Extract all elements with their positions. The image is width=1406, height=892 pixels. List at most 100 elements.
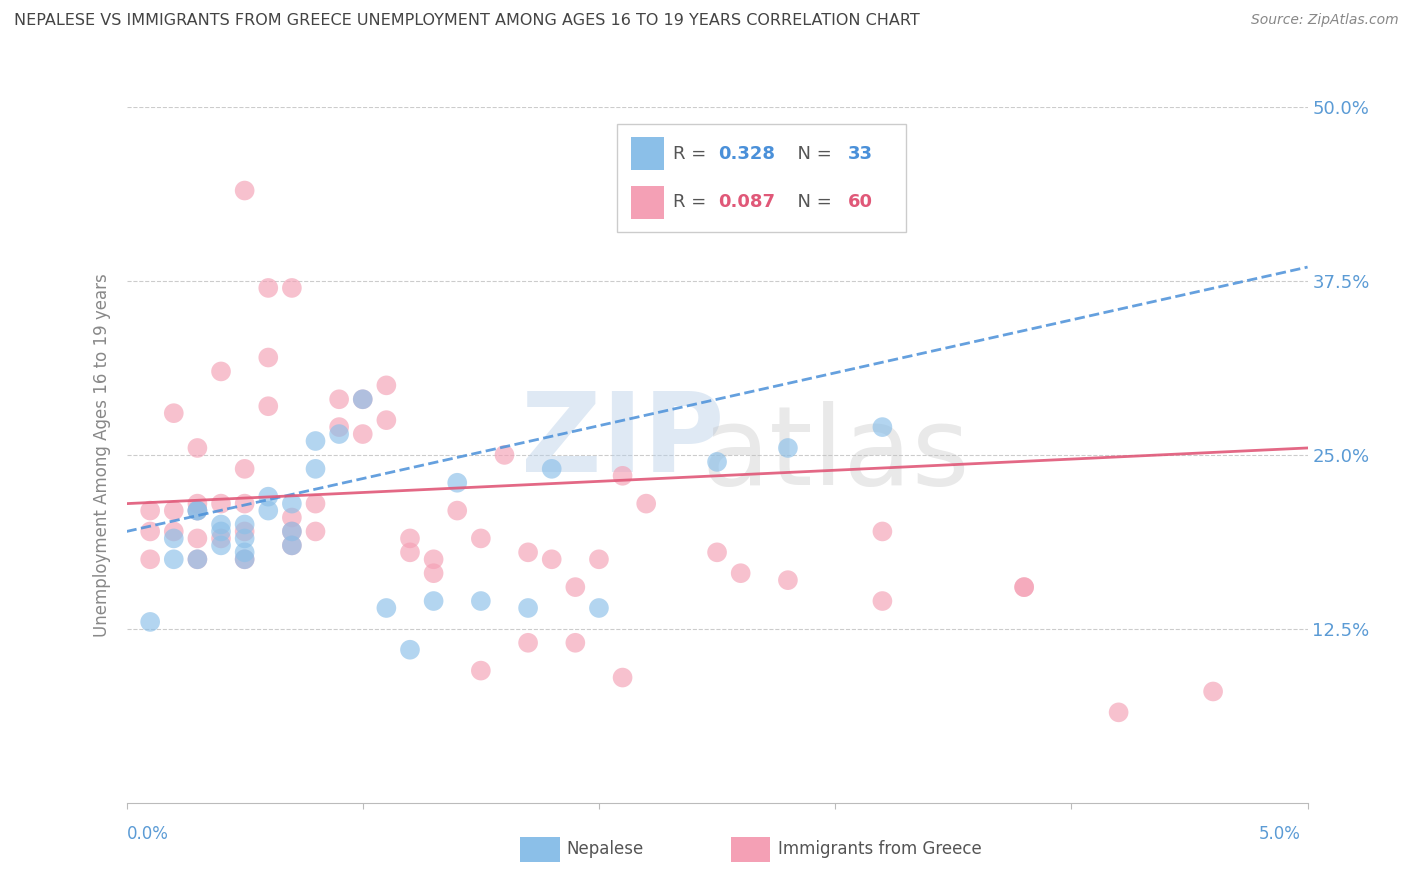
Point <box>776 573 799 587</box>
Point <box>304 524 326 539</box>
Point <box>257 490 280 504</box>
Text: NEPALESE VS IMMIGRANTS FROM GREECE UNEMPLOYMENT AMONG AGES 16 TO 19 YEARS CORREL: NEPALESE VS IMMIGRANTS FROM GREECE UNEMP… <box>14 13 920 29</box>
Bar <box>631 186 664 219</box>
Point <box>730 566 752 581</box>
Point <box>517 636 540 650</box>
Point <box>139 524 162 539</box>
Point <box>209 538 232 552</box>
Point <box>352 392 374 407</box>
Text: 0.0%: 0.0% <box>127 825 169 843</box>
Point <box>186 503 208 517</box>
Point <box>375 413 398 427</box>
Bar <box>617 124 905 232</box>
Point <box>1012 580 1035 594</box>
Text: R =: R = <box>673 145 713 162</box>
Text: R =: R = <box>673 194 713 211</box>
Point <box>186 552 208 566</box>
Point <box>281 524 304 539</box>
Text: 0.087: 0.087 <box>718 194 775 211</box>
Point <box>588 601 610 615</box>
Point <box>470 532 492 546</box>
Point <box>422 594 444 608</box>
Point <box>281 497 304 511</box>
Point <box>257 281 280 295</box>
Point <box>399 532 422 546</box>
Point <box>352 427 374 442</box>
Point <box>257 351 280 365</box>
Point <box>186 503 208 517</box>
Point <box>186 497 208 511</box>
Text: atlas: atlas <box>702 401 969 508</box>
Point <box>209 517 232 532</box>
Point <box>612 468 634 483</box>
Point <box>375 378 398 392</box>
Point <box>233 552 256 566</box>
Point <box>470 664 492 678</box>
Text: 60: 60 <box>848 194 873 211</box>
Point <box>446 475 468 490</box>
Point <box>422 552 444 566</box>
Point <box>564 636 586 650</box>
Point <box>233 184 256 198</box>
Text: 33: 33 <box>848 145 873 162</box>
Point <box>706 545 728 559</box>
Point <box>186 503 208 517</box>
Point <box>233 552 256 566</box>
Point <box>564 580 586 594</box>
Point <box>209 532 232 546</box>
Point <box>328 392 350 407</box>
Bar <box>631 137 664 170</box>
Point <box>209 364 232 378</box>
Point <box>328 427 350 442</box>
Point <box>257 503 280 517</box>
Point <box>399 642 422 657</box>
Point <box>186 532 208 546</box>
Point <box>872 524 894 539</box>
Point <box>281 524 304 539</box>
Point <box>328 420 350 434</box>
Point <box>233 545 256 559</box>
Point <box>186 441 208 455</box>
Point <box>139 615 162 629</box>
Point <box>163 524 186 539</box>
Point <box>139 503 162 517</box>
Point <box>540 462 562 476</box>
Point <box>304 434 326 448</box>
Point <box>540 552 562 566</box>
Point <box>352 392 374 407</box>
Text: Immigrants from Greece: Immigrants from Greece <box>778 840 981 858</box>
Point <box>872 420 894 434</box>
Point <box>257 399 280 413</box>
Point <box>233 532 256 546</box>
Point <box>470 594 492 608</box>
Point <box>446 503 468 517</box>
Point <box>163 503 186 517</box>
Point <box>494 448 516 462</box>
Point <box>281 538 304 552</box>
Text: 0.328: 0.328 <box>718 145 775 162</box>
Text: Nepalese: Nepalese <box>567 840 644 858</box>
Text: N =: N = <box>786 194 837 211</box>
Point <box>399 545 422 559</box>
Point <box>1012 580 1035 594</box>
Point <box>304 462 326 476</box>
Point <box>612 671 634 685</box>
Point <box>233 517 256 532</box>
Point <box>1202 684 1225 698</box>
Point <box>375 601 398 615</box>
Point <box>209 497 232 511</box>
Point <box>163 552 186 566</box>
Point <box>186 552 208 566</box>
Text: Source: ZipAtlas.com: Source: ZipAtlas.com <box>1251 13 1399 28</box>
Point <box>163 532 186 546</box>
Point <box>209 524 232 539</box>
Point <box>281 510 304 524</box>
Point <box>776 441 799 455</box>
Point <box>706 455 728 469</box>
Point <box>1108 706 1130 720</box>
Text: 5.0%: 5.0% <box>1258 825 1301 843</box>
Point <box>517 545 540 559</box>
Point <box>281 281 304 295</box>
Point <box>139 552 162 566</box>
Point <box>163 406 186 420</box>
